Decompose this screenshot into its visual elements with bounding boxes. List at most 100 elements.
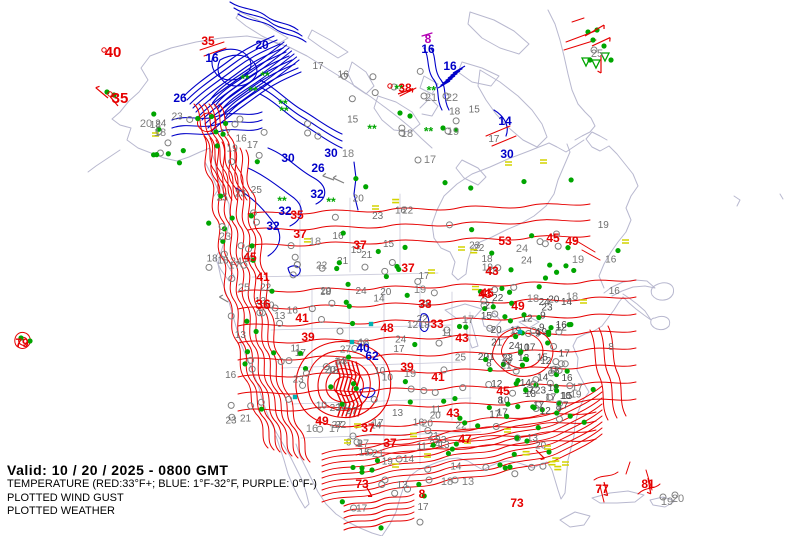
svg-text:53: 53 xyxy=(498,234,512,248)
coastline xyxy=(87,9,784,536)
svg-text:20: 20 xyxy=(325,365,337,376)
svg-text:24: 24 xyxy=(521,256,533,267)
svg-text:23: 23 xyxy=(372,211,384,222)
svg-text:22: 22 xyxy=(446,92,458,104)
svg-text:18: 18 xyxy=(150,120,162,131)
legend-weather-line: PLOTTED WEATHER xyxy=(7,505,115,517)
svg-text:10: 10 xyxy=(382,372,394,383)
svg-text:17: 17 xyxy=(462,314,474,326)
svg-text:27: 27 xyxy=(357,438,369,450)
svg-text:45: 45 xyxy=(496,384,510,398)
svg-text:**: ** xyxy=(279,104,289,118)
svg-text:43: 43 xyxy=(485,264,499,278)
svg-text:13: 13 xyxy=(462,476,474,488)
svg-text:16: 16 xyxy=(338,70,350,81)
svg-text:30: 30 xyxy=(324,146,338,160)
red-contours-panhandle xyxy=(193,103,248,201)
svg-text:32: 32 xyxy=(278,204,292,218)
svg-text:37: 37 xyxy=(383,436,397,450)
red-contours-mexico xyxy=(343,493,415,531)
svg-text:20: 20 xyxy=(255,38,269,52)
purple-contour xyxy=(421,32,433,37)
purple-contour-labels: 8 xyxy=(425,32,432,46)
svg-text:21: 21 xyxy=(337,256,349,267)
red-contours-gulf xyxy=(321,385,603,503)
stations-mexico: 13 17 17 xyxy=(339,480,429,531)
svg-text:18: 18 xyxy=(217,256,229,267)
svg-text:43: 43 xyxy=(455,331,469,345)
svg-text:24: 24 xyxy=(539,297,551,308)
svg-text:13: 13 xyxy=(527,433,539,444)
svg-text:18: 18 xyxy=(309,236,321,248)
svg-text:14: 14 xyxy=(370,420,382,431)
svg-text:45: 45 xyxy=(243,250,257,264)
svg-text:13: 13 xyxy=(438,440,450,451)
svg-text:14: 14 xyxy=(548,383,560,394)
svg-text:13: 13 xyxy=(235,330,247,341)
svg-text:11: 11 xyxy=(431,404,442,415)
svg-text:15: 15 xyxy=(469,104,481,115)
stations-west-us: 172213161610211323132311 xyxy=(225,282,316,426)
red-contours-us xyxy=(237,279,637,412)
svg-text:43: 43 xyxy=(478,287,492,301)
svg-text:12: 12 xyxy=(407,320,419,331)
svg-text:17: 17 xyxy=(559,349,571,360)
svg-text:17: 17 xyxy=(533,400,545,411)
svg-text:**: ** xyxy=(278,97,288,111)
svg-text:15: 15 xyxy=(481,311,493,322)
svg-text:17: 17 xyxy=(488,134,500,145)
svg-text:17: 17 xyxy=(229,261,241,272)
svg-text:19: 19 xyxy=(382,456,394,467)
svg-text:37: 37 xyxy=(353,238,367,252)
svg-text:17: 17 xyxy=(356,503,368,514)
svg-text:14: 14 xyxy=(334,356,346,367)
svg-text:**: ** xyxy=(427,84,437,98)
svg-text:17: 17 xyxy=(522,386,534,397)
svg-text:16: 16 xyxy=(243,254,255,265)
svg-text:47: 47 xyxy=(458,432,472,446)
svg-text:16: 16 xyxy=(332,231,344,242)
svg-text:20: 20 xyxy=(422,418,434,429)
svg-text:10: 10 xyxy=(560,391,572,402)
svg-text:20: 20 xyxy=(380,287,392,298)
svg-text:14: 14 xyxy=(403,454,415,465)
svg-text:79: 79 xyxy=(15,336,29,350)
svg-text:73: 73 xyxy=(510,496,524,510)
svg-text:20: 20 xyxy=(548,294,560,305)
svg-text:27: 27 xyxy=(332,420,344,431)
svg-text:13: 13 xyxy=(336,357,348,368)
blue-contours-hudsonwest xyxy=(423,47,450,111)
svg-text:26: 26 xyxy=(311,161,325,175)
svg-text:41: 41 xyxy=(431,370,445,384)
svg-text:33: 33 xyxy=(430,317,444,331)
svg-text:22: 22 xyxy=(316,260,328,271)
legend-temperature-line: TEMPERATURE (RED:33°F+; BLUE: 1°F-32°F, … xyxy=(7,478,317,490)
svg-text:11: 11 xyxy=(416,441,427,452)
svg-text:10: 10 xyxy=(498,395,510,406)
svg-text:13: 13 xyxy=(274,311,286,322)
svg-text:9: 9 xyxy=(540,310,546,321)
svg-text:14: 14 xyxy=(498,114,512,128)
svg-text:20: 20 xyxy=(140,118,152,130)
svg-text:18: 18 xyxy=(336,402,348,413)
svg-text:**: ** xyxy=(240,72,250,86)
svg-text:19: 19 xyxy=(598,220,610,231)
svg-text:25: 25 xyxy=(251,185,263,196)
svg-text:**: ** xyxy=(367,122,377,136)
svg-text:40: 40 xyxy=(105,44,122,61)
svg-text:48: 48 xyxy=(380,321,394,335)
svg-text:19: 19 xyxy=(572,254,584,266)
svg-text:19: 19 xyxy=(447,126,459,138)
svg-text:73: 73 xyxy=(355,477,369,491)
svg-text:25: 25 xyxy=(238,282,250,294)
svg-text:20: 20 xyxy=(430,411,442,422)
svg-text:17: 17 xyxy=(572,382,584,393)
svg-text:35: 35 xyxy=(201,34,215,48)
svg-text:13: 13 xyxy=(392,408,404,419)
svg-text:18: 18 xyxy=(154,127,166,139)
svg-text:23: 23 xyxy=(293,375,305,386)
